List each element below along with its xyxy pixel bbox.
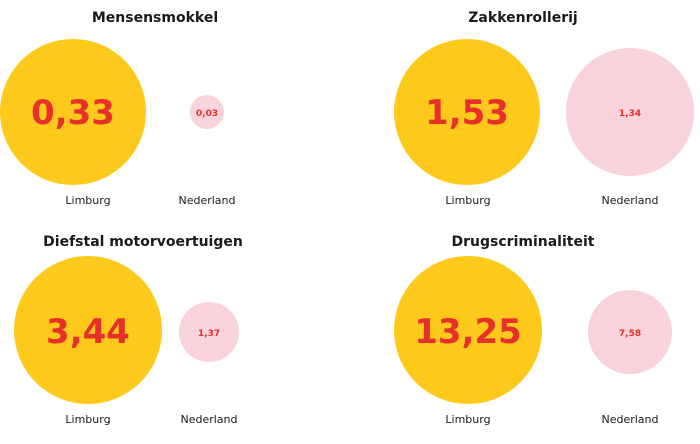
bubble-limburg: [0, 39, 146, 185]
value-label-limburg: 1,53: [425, 93, 509, 133]
value-label-nederland: 7,58: [619, 329, 641, 339]
chart-title: Drugscriminaliteit: [452, 234, 595, 250]
category-label-nederland: Nederland: [601, 194, 658, 207]
value-label-limburg: 3,44: [46, 312, 130, 352]
chart-panel-drugscriminaliteit: Drugscriminaliteit 13,25 7,58 Limburg Ne…: [350, 222, 700, 444]
chart-svg-zakkenrollerij: Zakkenrollerij 1,53 1,34 Limburg Nederla…: [394, 10, 694, 207]
category-label-nederland: Nederland: [178, 194, 235, 207]
bubble-nederland: [588, 290, 672, 374]
bubble-nederland: [566, 48, 694, 176]
chart-svg-mensensmokkel: Mensensmokkel 0,33 0,03 Limburg Nederlan…: [0, 10, 236, 207]
bubble-limburg: [394, 256, 542, 404]
chart-title: Zakkenrollerij: [468, 10, 577, 26]
chart-panel-mensensmokkel: Mensensmokkel 0,33 0,03 Limburg Nederlan…: [0, 0, 350, 222]
category-label-nederland: Nederland: [601, 413, 658, 426]
value-label-limburg: 0,33: [31, 93, 115, 133]
value-label-nederland: 0,03: [196, 109, 218, 119]
bubble-limburg: [14, 256, 162, 404]
value-label-nederland: 1,37: [198, 329, 220, 339]
category-label-limburg: Limburg: [445, 413, 490, 426]
value-label-nederland: 1,34: [619, 109, 641, 119]
chart-panel-diefstal-motorvoertuigen: Diefstal motorvoertuigen 3,44 1,37 Limbu…: [0, 222, 350, 444]
chart-svg-drugscriminaliteit: Drugscriminaliteit 13,25 7,58 Limburg Ne…: [394, 234, 672, 426]
chart-title: Mensensmokkel: [92, 10, 218, 26]
value-label-limburg: 13,25: [414, 312, 522, 352]
bubble-nederland: [179, 302, 239, 362]
chart-svg-diefstal-motorvoertuigen: Diefstal motorvoertuigen 3,44 1,37 Limbu…: [14, 234, 243, 426]
category-label-limburg: Limburg: [65, 413, 110, 426]
bubble-nederland: [190, 95, 224, 129]
chart-title: Diefstal motorvoertuigen: [43, 234, 243, 250]
category-label-limburg: Limburg: [65, 194, 110, 207]
chart-panel-zakkenrollerij: Zakkenrollerij 1,53 1,34 Limburg Nederla…: [350, 0, 700, 222]
category-label-limburg: Limburg: [445, 194, 490, 207]
bubble-limburg: [394, 39, 540, 185]
category-label-nederland: Nederland: [180, 413, 237, 426]
